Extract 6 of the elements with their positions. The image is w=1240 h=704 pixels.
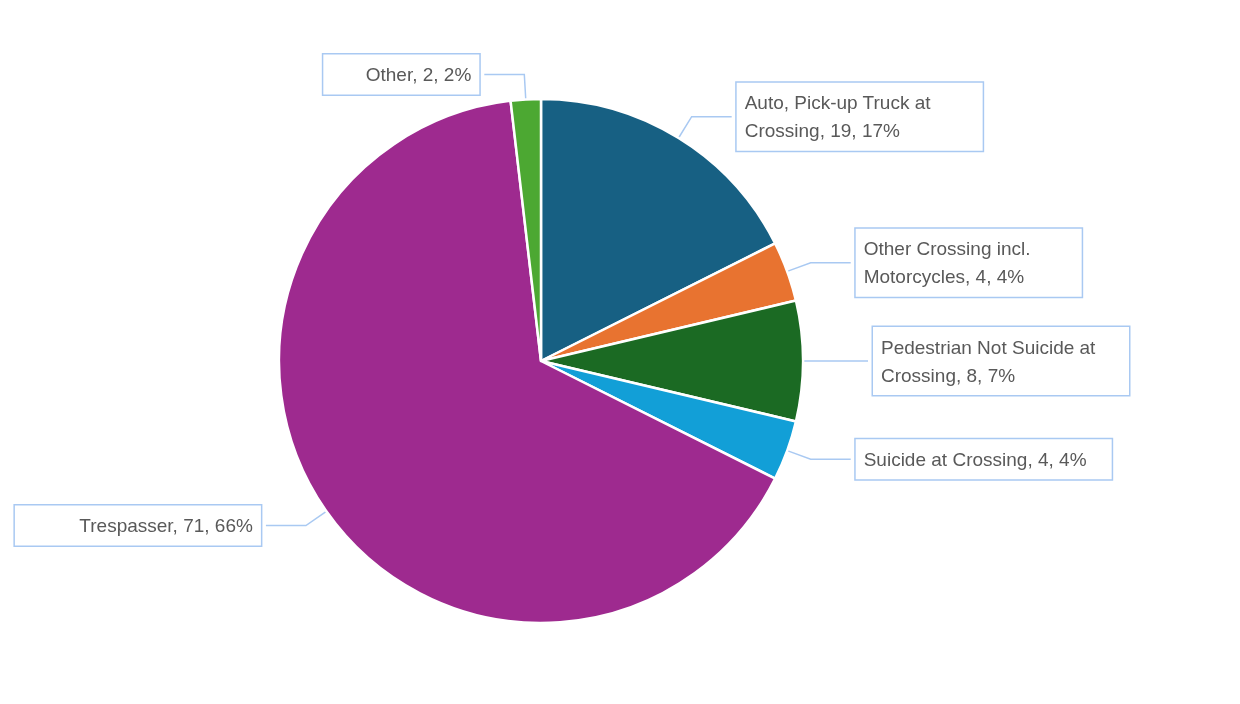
slice-label: Trespasser, 71, 66% (79, 515, 253, 537)
slice-label: Suicide at Crossing, 4, 4% (863, 448, 1087, 470)
slice-label: Other, 2, 2% (365, 63, 472, 85)
slice-label: Auto, Pick-up Truck at Crossing, 19, 17% (744, 92, 936, 142)
slice-label: Other Crossing incl. Motorcycles, 4, 4% (863, 238, 1036, 288)
slice-label: Pedestrian Not Suicide at Crossing, 8, 7% (881, 336, 1101, 386)
